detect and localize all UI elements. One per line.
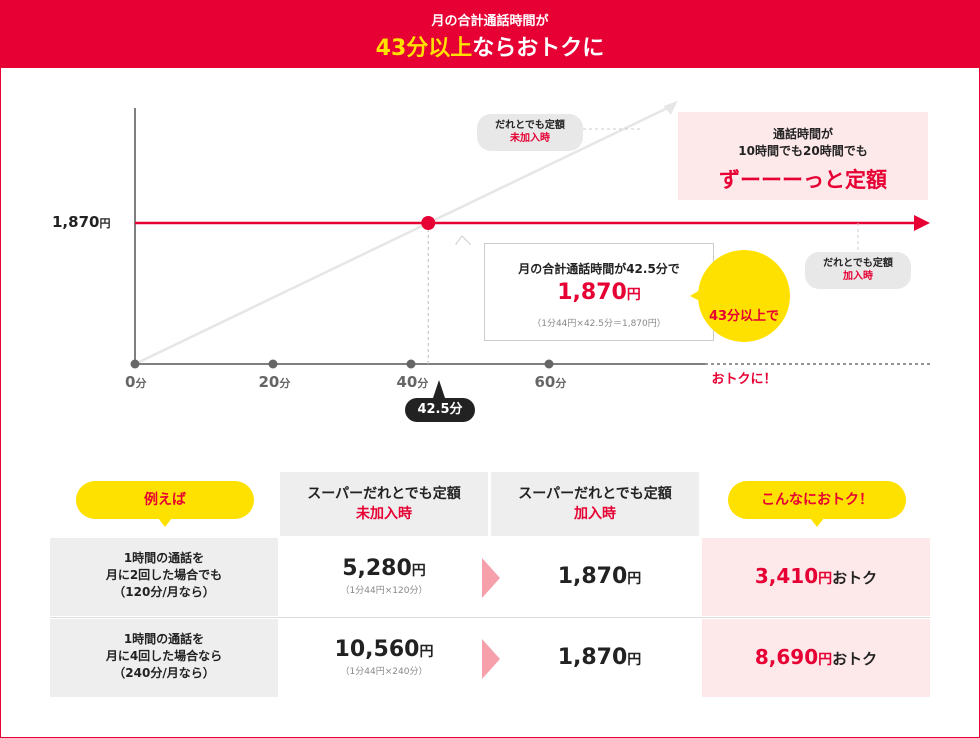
row2-label: 1時間の通話を月に4回した場合なら （240分/月なら） [50,619,278,697]
price-chart [130,100,930,369]
crossover-unit: 分 [449,402,463,417]
row1-unsub-value: 5,280 [342,556,412,581]
row1-savings: 3,410円おトク [702,538,930,616]
row-divider [50,617,930,618]
row1-sub-value: 1,870 [557,564,628,589]
row2-sub-yen: 円 [627,652,642,668]
crossover-value: 42.5 [417,402,450,417]
x-tick-dot-2 [406,359,416,369]
row1-unsub-note: （1分44円×120分） [340,586,428,596]
unsub-label-bubble: だれとでも定額 未加入時 [477,114,583,151]
crossover-callout: 月の合計通話時間が42.5分で 1,870円 （1分44円×42.5分＝1,87… [484,243,714,341]
col-header-unsubscribed: スーパーだれとでも定額 未加入時 [280,472,488,536]
row1-save-value: 3,410 [754,564,819,588]
unsub-series-arrowhead [663,100,678,115]
x-tick-value: 60 [534,373,556,391]
callout-price-unit: 円 [626,287,641,303]
promo-line1: 通話時間が [772,127,833,141]
y-tick-unit: 円 [99,217,111,230]
promo-headline: ずーーーっと定額 [719,168,887,192]
header-line1: 月の合計通話時間が [431,14,549,29]
y-tick-value: 1,870 [52,213,100,231]
badge-line1: 43分以上で [708,309,780,324]
row2-unsub-note: （1分44円×240分） [340,667,428,677]
callout-price: 1,870円 [485,280,713,305]
promo-line2: 10時間でも20時間でも [738,144,868,158]
row1-label: 1時間の通話を月に2回した場合でも （120分/月なら） [50,538,278,616]
x-tick-value: 20 [258,373,280,391]
header-line2-rest: ならおトクに [472,36,605,61]
header-banner: 月の合計通話時間が 43分以上ならおトクに [0,0,980,68]
row2-otoku: おトク [832,650,878,668]
x-tick-dot-0 [130,359,140,369]
row1-arrow [482,558,500,598]
row1-label-line2: 月に2回した場合でも [105,568,223,582]
x-tick-dot-1 [268,359,278,369]
col1-top: スーパーだれとでも定額 [307,486,461,502]
promo-text: 通話時間が 10時間でも20時間でも [678,126,928,160]
row1-unsub-price: 5,280円 （1分44円×120分） [280,538,488,616]
row2-savings: 8,690円おトク [702,619,930,697]
callout-note: （1分44円×42.5分＝1,870円） [532,319,666,329]
row1-save-yen: 円 [818,571,833,587]
header-line2: 43分以上ならおトクに [0,30,980,62]
row1-sub-price: 1,870円 [500,538,699,616]
row1-otoku: おトク [832,569,878,587]
col1-bottom: 未加入時 [356,506,412,522]
sub-label-bubble: だれとでも定額 加入時 [805,252,911,289]
x-tick-value: 40 [396,373,418,391]
unsub-label-top: だれとでも定額 [495,120,565,131]
x-tick-label-3: 60分 [535,373,567,391]
sub-series-arrowhead [914,215,930,231]
callout-title: 月の合計通話時間が42.5分で [518,262,680,276]
badge-line2: おトクに！ [711,372,777,387]
row2-unsub-yen: 円 [419,644,434,660]
row1-sub-yen: 円 [627,571,642,587]
x-tick-dot-3 [544,359,554,369]
x-tick-label-0: 0分 [125,373,146,391]
crossover-marker: 42.5分 [405,398,475,422]
crossover-point [421,216,436,230]
savings-pill: こんなにおトク！ [728,481,906,527]
x-tick-unit: 分 [417,377,429,390]
x-tick-unit: 分 [135,377,147,390]
x-tick-label-1: 20分 [259,373,291,391]
row2-arrow [482,639,500,679]
savings-badge: 43分以上で おトクに！ [698,250,790,387]
callout-price-value: 1,870 [557,280,627,305]
row1-label-line3: （120分/月なら） [113,585,215,599]
col2-top: スーパーだれとでも定額 [518,486,672,502]
crossover-pointer [433,380,445,398]
row2-unsub-price: 10,560円 （1分44円×240分） [280,619,488,697]
unsub-series-line [134,105,671,366]
row2-label-line3: （240分/月なら） [113,666,215,680]
x-tick-label-2: 40分 [397,373,429,391]
flat-rate-promo: 通話時間が 10時間でも20時間でも ずーーーっと定額 [678,112,928,200]
row2-label-line2: 月に4回した場合なら [105,649,223,663]
row2-save-value: 8,690 [754,645,819,669]
header-highlight: 43分以上 [375,36,473,61]
sub-label-bottom: 加入時 [843,271,873,282]
row2-save-yen: 円 [818,652,833,668]
y-tick-label: 1,870円 [52,213,110,231]
x-tick-unit: 分 [555,377,567,390]
x-tick-value: 0 [125,373,136,391]
x-tick-unit: 分 [279,377,291,390]
row2-sub-price: 1,870円 [500,619,699,697]
example-pill: 例えば [76,481,254,527]
row2-sub-value: 1,870 [557,645,628,670]
row2-label-line1: 1時間の通話を [123,632,205,646]
col-header-subscribed: スーパーだれとでも定額 加入時 [491,472,699,536]
row1-label-line1: 1時間の通話を [123,551,205,565]
row2-unsub-value: 10,560 [334,637,420,662]
sub-label-top: だれとでも定額 [823,258,893,269]
col2-bottom: 加入時 [574,506,616,522]
unsub-label-bottom: 未加入時 [510,133,550,144]
row1-unsub-yen: 円 [411,563,426,579]
